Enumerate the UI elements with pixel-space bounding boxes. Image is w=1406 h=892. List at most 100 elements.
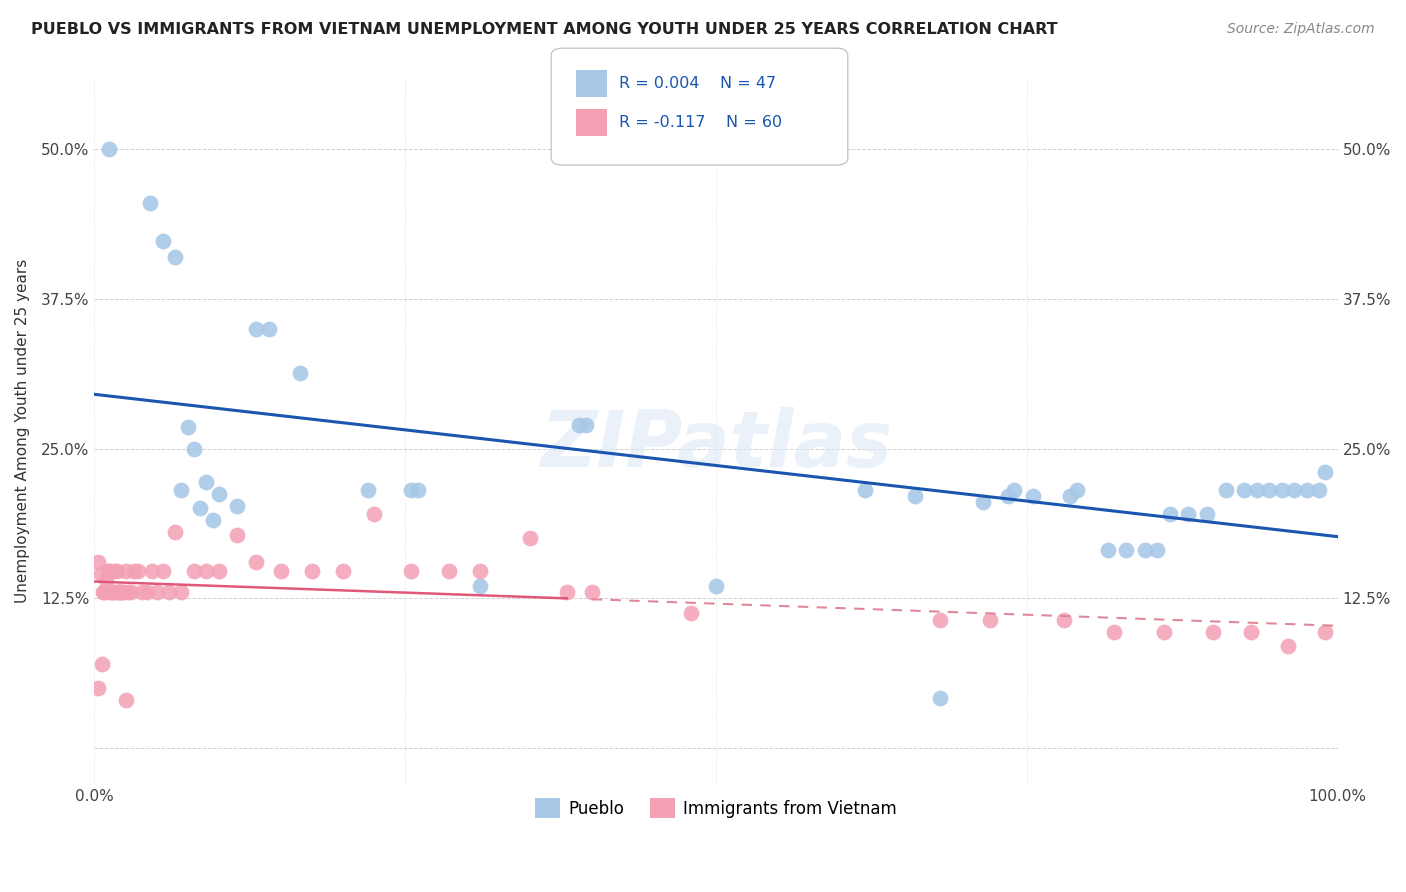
Point [437, 564, 460, 578]
Text: R = -0.117    N = 60: R = -0.117 N = 60 [619, 115, 782, 129]
Point [288, 366, 311, 380]
Point [401, 564, 423, 578]
Point [1202, 624, 1225, 639]
Point [1295, 483, 1317, 498]
Point [401, 483, 423, 498]
Point [120, 585, 142, 599]
Point [997, 490, 1019, 504]
Point [1215, 483, 1237, 498]
Point [170, 585, 193, 599]
Point [165, 525, 187, 540]
Point [468, 579, 491, 593]
Point [91, 585, 114, 599]
Point [468, 564, 491, 578]
Point [245, 555, 267, 569]
Point [110, 585, 132, 599]
Point [117, 585, 139, 599]
Point [972, 495, 994, 509]
Point [1059, 490, 1081, 504]
Point [1239, 624, 1261, 639]
Point [1146, 543, 1168, 558]
Point [1102, 624, 1125, 639]
Point [574, 417, 596, 432]
Point [904, 490, 927, 504]
Point [1097, 543, 1119, 558]
Y-axis label: Unemployment Among Youth under 25 years: Unemployment Among Youth under 25 years [15, 259, 30, 603]
Point [108, 585, 131, 599]
Text: Source: ZipAtlas.com: Source: ZipAtlas.com [1227, 22, 1375, 37]
Point [183, 442, 205, 456]
Point [270, 564, 292, 578]
Point [681, 606, 703, 620]
Point [100, 585, 122, 599]
Point [1282, 483, 1305, 498]
Point [141, 564, 163, 578]
Point [152, 564, 174, 578]
Point [97, 564, 120, 578]
Point [1066, 483, 1088, 498]
Point [170, 483, 193, 498]
Point [568, 417, 591, 432]
Point [1315, 466, 1337, 480]
Point [1153, 624, 1175, 639]
Point [112, 585, 135, 599]
Point [188, 501, 211, 516]
Point [101, 585, 124, 599]
Point [87, 555, 110, 569]
Point [1258, 483, 1281, 498]
Point [1271, 483, 1294, 498]
Point [93, 585, 115, 599]
Point [145, 585, 167, 599]
Point [332, 564, 354, 578]
Point [1246, 483, 1268, 498]
Point [135, 585, 157, 599]
Point [127, 564, 149, 578]
Point [114, 564, 136, 578]
Point [1022, 490, 1045, 504]
Point [177, 420, 200, 434]
Point [1133, 543, 1156, 558]
Point [1159, 508, 1181, 522]
Point [406, 483, 429, 498]
Point [1002, 483, 1025, 498]
Point [98, 564, 121, 578]
Point [1197, 508, 1219, 522]
Point [101, 585, 124, 599]
Point [105, 564, 128, 578]
Point [357, 483, 380, 498]
Point [195, 475, 218, 489]
Point [257, 322, 280, 336]
Point [301, 564, 323, 578]
Point [90, 567, 112, 582]
Point [90, 657, 112, 671]
Point [1115, 543, 1137, 558]
Point [103, 564, 125, 578]
Point [104, 585, 127, 599]
Point [581, 585, 603, 599]
Point [1053, 613, 1076, 627]
Point [157, 585, 180, 599]
Point [98, 142, 121, 156]
Point [131, 585, 153, 599]
Point [165, 250, 187, 264]
Point [195, 564, 218, 578]
Point [1277, 639, 1299, 653]
Point [555, 585, 578, 599]
Point [183, 564, 205, 578]
Point [226, 499, 249, 513]
Point [928, 613, 950, 627]
Legend: Pueblo, Immigrants from Vietnam: Pueblo, Immigrants from Vietnam [529, 791, 904, 825]
Point [704, 579, 727, 593]
Point [152, 235, 174, 249]
Point [1233, 483, 1256, 498]
Text: PUEBLO VS IMMIGRANTS FROM VIETNAM UNEMPLOYMENT AMONG YOUTH UNDER 25 YEARS CORREL: PUEBLO VS IMMIGRANTS FROM VIETNAM UNEMPL… [31, 22, 1057, 37]
Point [245, 322, 267, 336]
Point [107, 585, 129, 599]
Point [363, 508, 385, 522]
Point [87, 681, 110, 695]
Text: ZIPatlas: ZIPatlas [540, 407, 893, 483]
Point [1177, 508, 1199, 522]
Point [853, 483, 876, 498]
Point [139, 196, 162, 211]
Point [208, 487, 231, 501]
